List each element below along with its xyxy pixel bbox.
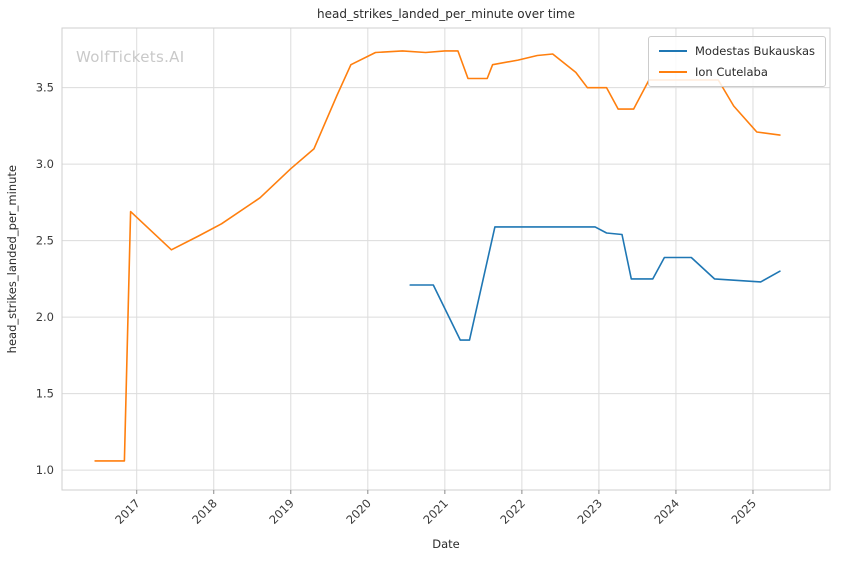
x-tick-label: 2019 <box>266 496 297 527</box>
plot-border <box>61 27 831 491</box>
x-tick-label: 2017 <box>112 496 143 527</box>
legend: Modestas Bukauskas Ion Cutelaba <box>648 36 826 87</box>
legend-item-modestas-bukauskas: Modestas Bukauskas <box>659 44 815 58</box>
series-line-ion-cutelaba <box>94 50 781 462</box>
legend-label: Ion Cutelaba <box>695 65 768 79</box>
legend-line-swatch-orange <box>659 71 687 73</box>
y-axis-label-container: head_strikes_landed_per_minute <box>4 28 20 490</box>
y-tick-label: 2.0 <box>36 310 54 324</box>
legend-label: Modestas Bukauskas <box>695 44 815 58</box>
y-tick-label: 3.0 <box>36 157 54 171</box>
legend-line-swatch-blue <box>659 50 687 52</box>
chart-title: head_strikes_landed_per_minute over time <box>316 7 575 21</box>
y-tick-label: 1.0 <box>36 463 54 477</box>
x-tick-label: 2021 <box>420 496 451 527</box>
x-tick-label: 2023 <box>574 496 605 527</box>
x-tick-label: 2018 <box>189 496 220 527</box>
x-tick-label: 2022 <box>497 496 528 527</box>
y-tick-label: 1.5 <box>36 387 54 401</box>
legend-item-ion-cutelaba: Ion Cutelaba <box>659 65 815 79</box>
series-line-modestas-bukauskas <box>409 226 781 341</box>
x-axis-label: Date <box>432 537 460 551</box>
x-tick-label: 2020 <box>343 496 374 527</box>
y-tick-label: 2.5 <box>36 234 54 248</box>
y-axis-label: head_strikes_landed_per_minute <box>5 164 19 354</box>
y-tick-label: 3.5 <box>36 81 54 95</box>
x-tick-label: 2025 <box>728 496 759 527</box>
watermark: WolfTickets.AI <box>76 48 185 66</box>
x-tick-label: 2024 <box>651 496 682 527</box>
